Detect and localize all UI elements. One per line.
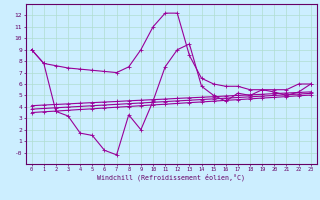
X-axis label: Windchill (Refroidissement éolien,°C): Windchill (Refroidissement éolien,°C) [97, 174, 245, 181]
